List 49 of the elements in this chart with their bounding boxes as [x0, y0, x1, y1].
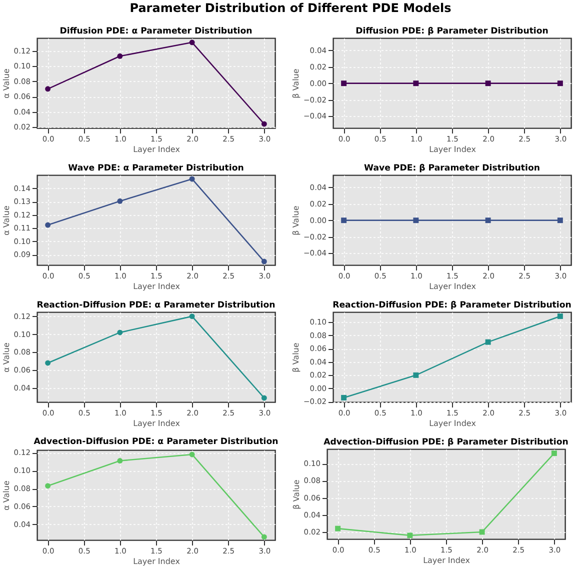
y-axis-title: β Value [292, 342, 301, 372]
chart-title: Wave PDE: β Parameter Distribution [364, 163, 540, 174]
point [261, 258, 267, 264]
point [45, 483, 51, 489]
y-axis-title: β Value [292, 206, 301, 236]
x-axis-title: Layer Index [133, 282, 180, 291]
point [45, 222, 51, 228]
point [117, 330, 123, 336]
chart-title: Advection-Diffusion PDE: β Parameter Distribution [324, 437, 568, 448]
x-axis-title: Layer Index [133, 557, 180, 566]
y-axis-title: β Value [292, 68, 301, 98]
x-axis-title: Layer Index [423, 556, 470, 565]
point [117, 198, 123, 204]
point [189, 314, 195, 320]
x-axis-title: Layer Index [429, 419, 476, 428]
point [117, 458, 123, 464]
chart-title: Wave PDE: α Parameter Distribution [68, 163, 244, 174]
y-axis-title: α Value [2, 480, 11, 510]
point [479, 529, 485, 535]
y-axis-title: α Value [2, 206, 11, 236]
point [335, 526, 341, 532]
point [261, 534, 267, 540]
chart-title: Diffusion PDE: α Parameter Distribution [60, 26, 252, 36]
point [117, 53, 123, 59]
point [341, 394, 347, 400]
point [189, 40, 195, 46]
chart-title: Reaction-Diffusion PDE: β Parameter Distribution [332, 300, 572, 310]
chart-title: Advection-Diffusion PDE: α Parameter Distribution [34, 437, 278, 448]
x-axis-title: Layer Index [133, 419, 180, 428]
text: Parameter Distribution of Different PDE Models [128, 0, 452, 17]
point [551, 450, 557, 456]
point [261, 395, 267, 401]
point [485, 339, 491, 345]
point [45, 86, 51, 92]
x-axis-title: Layer Index [429, 282, 476, 291]
point [407, 532, 413, 538]
y-axis-title: β Value [292, 480, 301, 510]
y-axis-title: α Value [2, 342, 11, 372]
x-axis-title: Layer Index [133, 145, 180, 154]
point [413, 372, 419, 378]
y-axis-title: α Value [2, 68, 11, 98]
point [189, 176, 195, 182]
x-axis-title: Layer Index [429, 145, 476, 154]
chart-title: Diffusion PDE: β Parameter Distribution [356, 26, 548, 36]
chart-title: Reaction-Diffusion PDE: α Parameter Distribution [36, 300, 276, 310]
point [189, 452, 195, 458]
point [557, 314, 563, 319]
point [261, 121, 267, 127]
point [45, 360, 51, 366]
